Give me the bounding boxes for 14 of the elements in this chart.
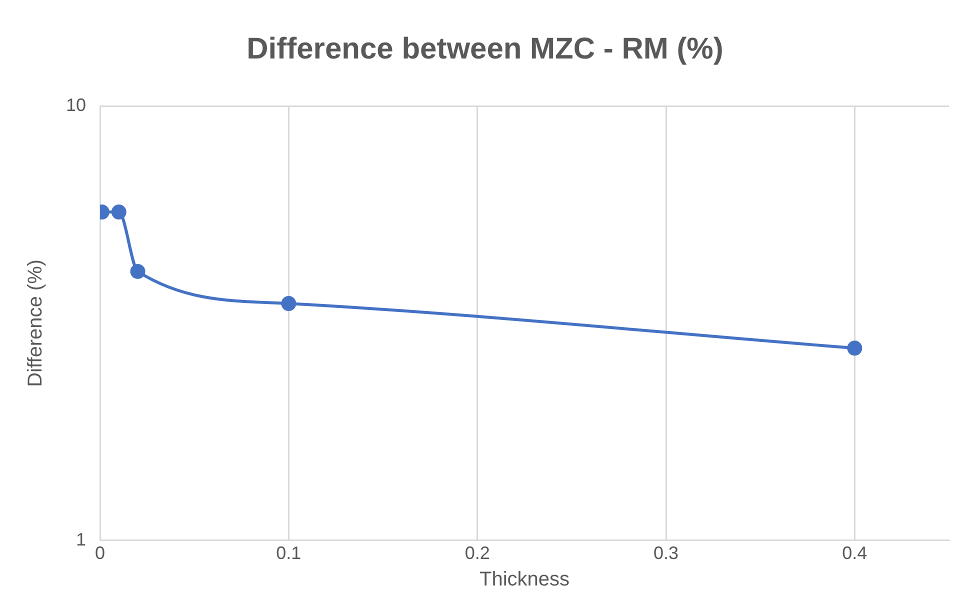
- point: [847, 340, 862, 356]
- x-axis-title: Thickness: [479, 568, 570, 591]
- y-tick-label: 1: [76, 529, 86, 550]
- x-tick-label: 0: [95, 543, 106, 564]
- point: [130, 264, 146, 279]
- y-axis-title: Difference (%): [24, 259, 47, 387]
- point: [281, 296, 296, 312]
- x-tick-label: 0.2: [464, 543, 490, 564]
- x-tick-label: 0.4: [842, 543, 868, 564]
- y-tick-label: 10: [66, 94, 86, 115]
- x-tick-label: 0.3: [653, 543, 679, 564]
- x-tick-label: 0.1: [276, 543, 302, 564]
- chart-title: Difference between MZC - RM (%): [246, 32, 724, 66]
- point: [111, 204, 126, 220]
